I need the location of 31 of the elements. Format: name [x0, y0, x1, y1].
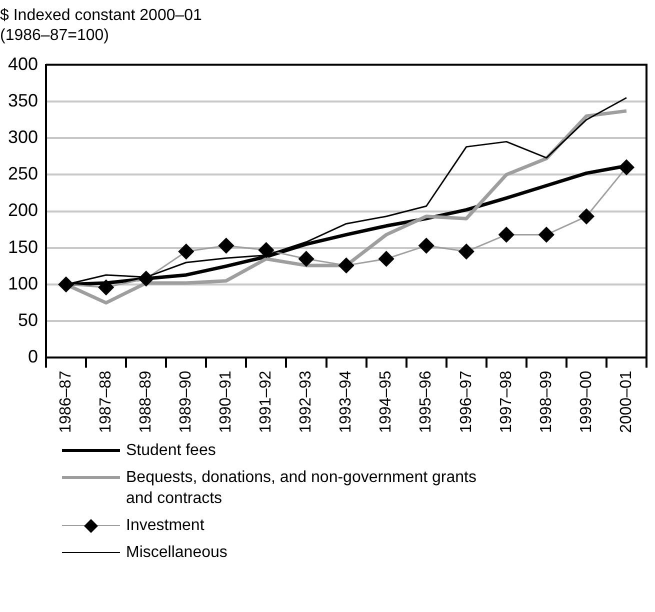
y-tick-label: 200 — [8, 200, 38, 220]
x-tick-label: 2000–01 — [618, 370, 635, 434]
point — [58, 276, 74, 292]
y-tick-label: 400 — [8, 54, 38, 74]
x-tick-label: 1989–90 — [178, 370, 195, 434]
legend-label: Bequests, donations, and non-government grants and contracts — [126, 468, 478, 509]
x-tick-label: 1987–88 — [97, 370, 114, 434]
y-tick-label: 50 — [18, 310, 38, 330]
legend-label: Investment — [126, 516, 204, 536]
y-axis-title: $ Indexed constant 2000–01 (1986–87=100) — [0, 6, 203, 46]
x-tick-label: 1995–96 — [418, 370, 435, 434]
x-tick-label: 1997–98 — [498, 370, 515, 434]
y-tick-label: 250 — [8, 164, 38, 184]
x-tick-label: 1986–87 — [57, 370, 74, 434]
point — [138, 270, 154, 286]
y-tick-label: 150 — [8, 236, 38, 257]
y-tick-label: 350 — [8, 90, 38, 110]
x-tick-label: 1998–99 — [538, 370, 555, 434]
y-tick-label: 300 — [8, 126, 38, 147]
x-tick-label: 1992–93 — [298, 370, 315, 434]
x-tick-label: 1988–89 — [138, 370, 155, 434]
legend-label: Student fees — [126, 441, 216, 461]
x-tick-label: 1996–97 — [458, 370, 475, 434]
x-tick-label: 1999–00 — [578, 370, 595, 434]
y-tick-label: 100 — [8, 273, 38, 294]
x-tick-label: 1990–91 — [218, 370, 235, 434]
y-tick-label: 0 — [28, 346, 38, 367]
x-tick-label: 1991–92 — [258, 370, 275, 434]
legend-label: Miscellaneous — [126, 543, 228, 563]
x-tick-label: 1993–94 — [338, 370, 355, 434]
x-tick-label: 1994–95 — [378, 370, 395, 434]
